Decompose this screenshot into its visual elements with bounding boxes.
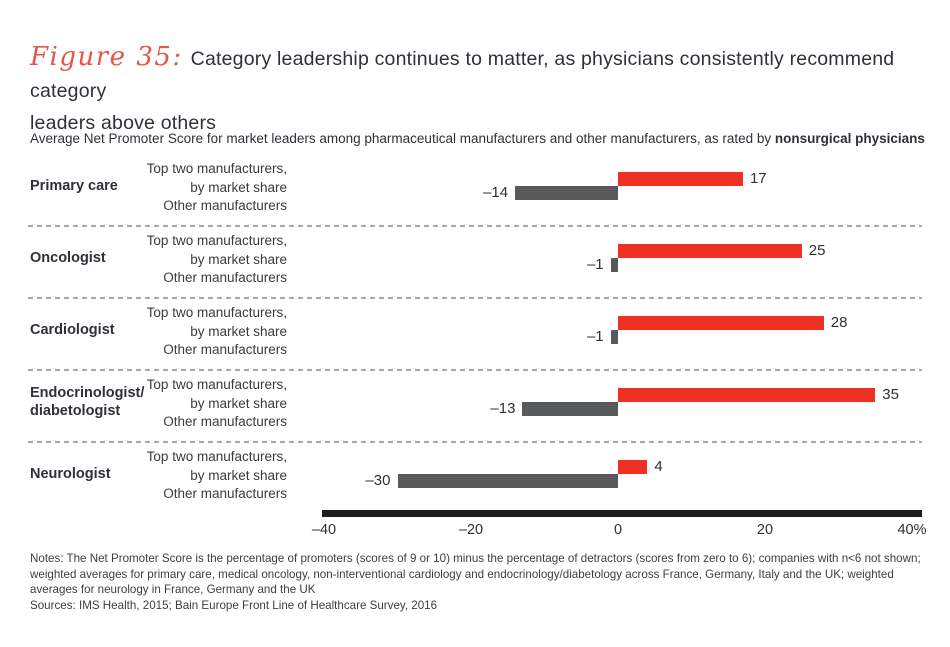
bar-other-manufacturers	[515, 186, 618, 200]
figure-header: Figure 35: Category leadership continues …	[30, 42, 930, 140]
category-label: Primary care	[30, 178, 118, 194]
figure-title: Category leadership continues to matter,…	[30, 48, 895, 134]
bar-top-two-manufacturers	[618, 244, 802, 258]
value-label-other: –14	[483, 184, 509, 201]
value-label-other: –1	[586, 328, 604, 345]
axis-tick-label: 40%	[897, 522, 927, 538]
chart-notes: Notes: The Net Promoter Score is the per…	[30, 552, 921, 596]
value-label-top-two: 4	[654, 458, 663, 475]
bar-other-manufacturers	[610, 330, 618, 344]
bar-other-manufacturers	[610, 258, 618, 272]
value-label-top-two: 25	[808, 242, 826, 259]
chart-row: Neurologist Top two manufacturers, by mar…	[0, 443, 950, 515]
bar-top-two-manufacturers	[618, 388, 876, 402]
value-label-top-two: 35	[882, 386, 899, 403]
bar-chart: Primary care Top two manufacturers, by ma…	[0, 155, 950, 555]
chart-row: Endocrinologist/ diabetologist Top two ma…	[0, 371, 950, 443]
chart-subtitle: Average Net Promoter Score for market le…	[30, 131, 940, 146]
chart-row: Oncologist Top two manufacturers, by mark…	[0, 227, 950, 299]
bar-top-two-manufacturers	[618, 316, 824, 330]
chart-row: Primary care Top two manufacturers, by ma…	[0, 155, 950, 227]
axis-tick-label: 0	[613, 522, 623, 538]
bar-top-two-manufacturers	[618, 172, 743, 186]
axis-tick-label: –20	[458, 522, 484, 538]
series-labels: Top two manufacturers, by market share O…	[146, 161, 287, 213]
series-labels: Top two manufacturers, by market share O…	[146, 377, 287, 429]
value-label-other: –1	[586, 256, 604, 273]
category-label: Neurologist	[30, 466, 111, 482]
value-label-other: –13	[490, 400, 516, 417]
category-label: Oncologist	[30, 250, 106, 266]
bar-other-manufacturers	[397, 474, 618, 488]
series-labels: Top two manufacturers, by market share O…	[146, 305, 287, 357]
axis-tick-label: –40	[311, 522, 337, 538]
value-label-top-two: 28	[830, 314, 848, 331]
series-labels: Top two manufacturers, by market share O…	[146, 449, 287, 501]
chart-row: Cardiologist Top two manufacturers, by ma…	[0, 299, 950, 371]
bar-other-manufacturers	[522, 402, 618, 416]
x-axis-bar	[322, 510, 922, 517]
value-label-other: –30	[365, 472, 391, 489]
figure-number-label: Figure 35:	[30, 42, 183, 72]
chart-subtitle-bold: nonsurgical physicians	[774, 131, 925, 146]
category-label: Endocrinologist/ diabetologist	[30, 385, 145, 419]
series-labels: Top two manufacturers, by market share O…	[146, 233, 287, 285]
axis-tick-label: 20	[756, 522, 774, 538]
bar-top-two-manufacturers	[618, 460, 648, 474]
category-label: Cardiologist	[30, 322, 115, 338]
chart-sources: Sources: IMS Health, 2015; Bain Europe F…	[30, 599, 438, 612]
value-label-top-two: 17	[749, 170, 767, 187]
chart-subtitle-text: Average Net Promoter Score for market le…	[30, 131, 775, 146]
